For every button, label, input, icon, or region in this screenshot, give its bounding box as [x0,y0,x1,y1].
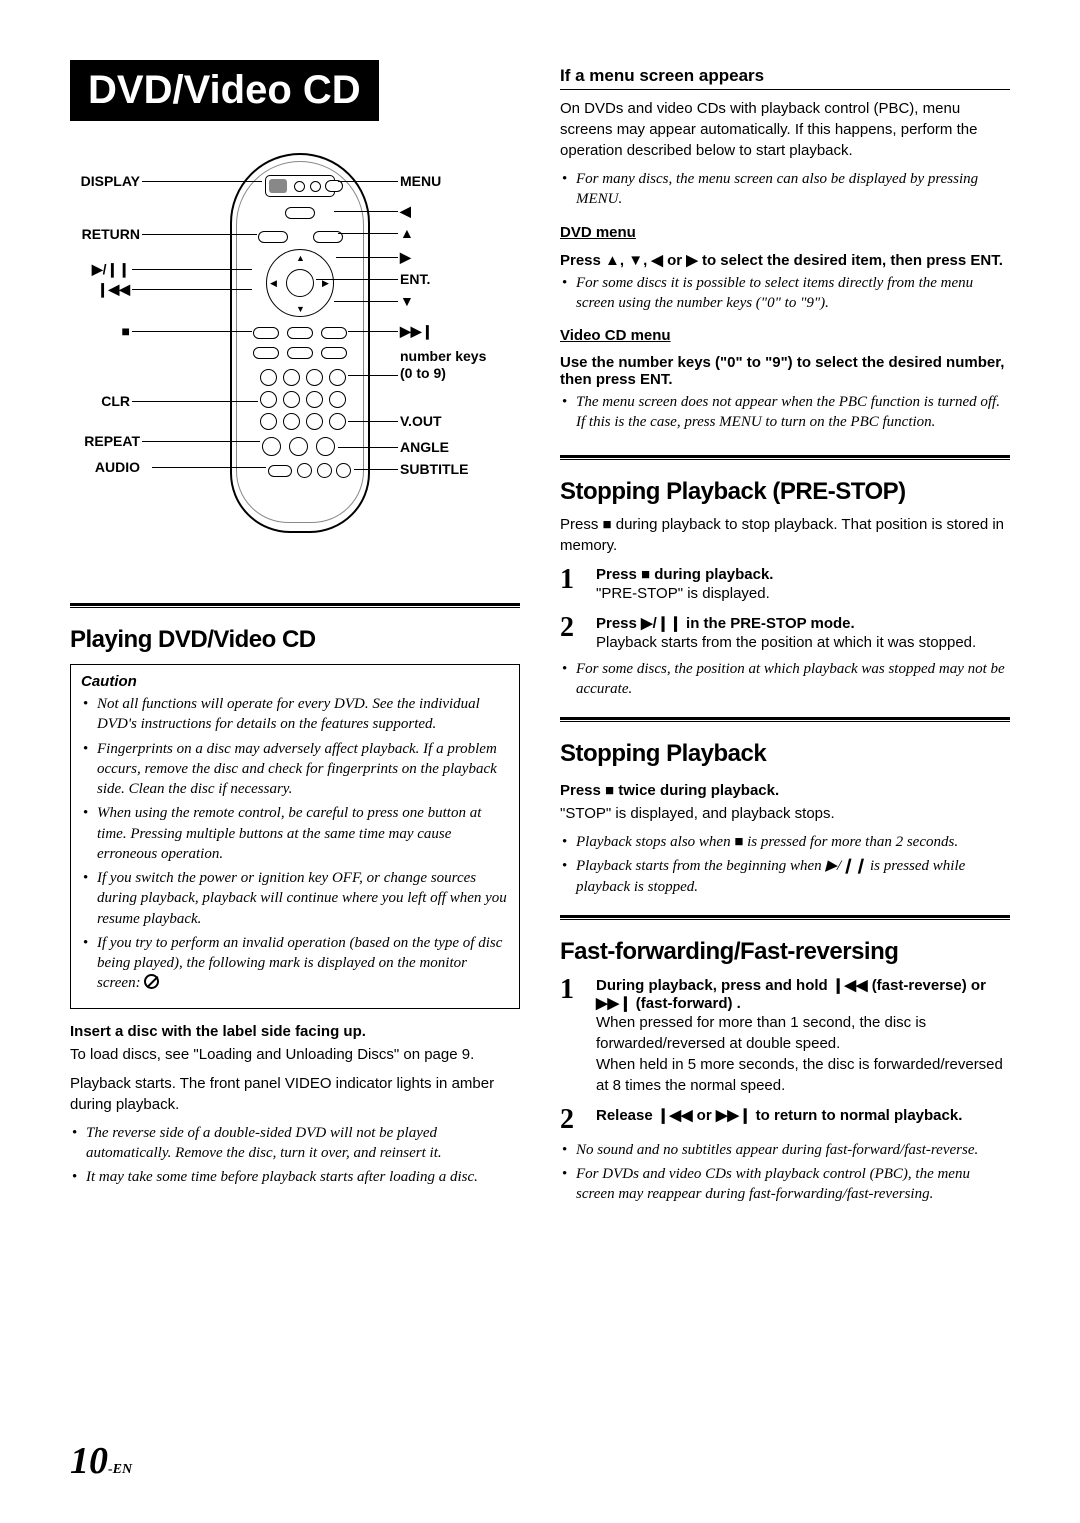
prestop-body: Press ■ during playback to stop playback… [560,514,1010,556]
caution-item: If you switch the power or ignition key … [81,868,509,929]
remote-label-up-icon: ▲ [400,225,414,241]
stop-instruction: Press ■ twice during playback. [560,782,1010,799]
remote-label-repeat: REPEAT [70,433,140,449]
load-note: To load discs, see "Loading and Unloadin… [70,1044,520,1065]
dvd-menu-heading: DVD menu [560,224,1010,241]
remote-label-subtitle: SUBTITLE [400,461,468,477]
prestop-step-2: 2 Press ▶/❙❙ in the PRE-STOP mode. Playb… [560,614,1010,653]
ff-step-1: 1 During playback, press and hold ❙◀◀ (f… [560,976,1010,1096]
caution-title: Caution [81,673,509,690]
caution-box: Caution Not all functions will operate f… [70,664,520,1009]
section-playing: Playing DVD/Video CD [70,626,520,654]
remote-label-clr: CLR [70,393,130,409]
vcd-menu-heading: Video CD menu [560,327,1010,344]
caution-item: Fingerprints on a disc may adversely aff… [81,739,509,800]
remote-label-stop-icon: ■ [70,323,130,339]
menu-screen-heading: If a menu screen appears [560,66,1010,90]
ff-note: For DVDs and video CDs with playback con… [560,1164,1010,1205]
remote-label-left-icon: ◀ [400,203,411,220]
caution-item: Not all functions will operate for every… [81,694,509,735]
remote-label-display: DISPLAY [70,173,140,189]
vcd-menu-instruction: Use the number keys ("0" to "9") to sele… [560,354,1010,388]
stop-body: "STOP" is displayed, and playback stops. [560,803,1010,824]
stop-note: Playback stops also when ■ is pressed fo… [560,832,1010,852]
stop-note: Playback starts from the beginning when … [560,856,1010,897]
section-stop: Stopping Playback [560,740,1010,768]
caution-item: When using the remote control, be carefu… [81,803,509,864]
vcd-menu-note: The menu screen does not appear when the… [560,392,1010,433]
remote-label-angle: ANGLE [400,439,449,455]
playback-note: Playback starts. The front panel VIDEO i… [70,1073,520,1115]
remote-label-prev-icon: ❙◀◀ [70,281,130,298]
ff-step-2: 2 Release ❙◀◀ or ▶▶❙ to return to normal… [560,1106,1010,1134]
dvd-menu-instruction: Press ▲, ▼, ◀ or ▶ to select the desired… [560,251,1010,269]
remote-label-ent: ENT. [400,271,430,287]
menu-screen-body: On DVDs and video CDs with playback cont… [560,98,1010,161]
playback-note-item: The reverse side of a double-sided DVD w… [70,1123,520,1164]
remote-label-playpause-icon: ▶/❙❙ [70,261,130,278]
prestop-note: For some discs, the position at which pl… [560,659,1010,700]
page-number: 10-EN [70,1439,132,1483]
remote-label-next-icon: ▶▶❙ [400,323,433,340]
prohibit-icon [144,974,159,989]
remote-label-number-keys: number keys (0 to 9) [400,348,490,382]
remote-diagram: ▲ ▼ ◀ ▶ [70,153,520,573]
remote-label-down-icon: ▼ [400,293,414,309]
remote-label-menu: MENU [400,173,441,189]
remote-label-vout: V.OUT [400,413,442,429]
insert-instruction: Insert a disc with the label side facing… [70,1023,520,1040]
section-prestop: Stopping Playback (PRE-STOP) [560,478,1010,506]
ff-note: No sound and no subtitles appear during … [560,1140,1010,1160]
dvd-menu-note: For some discs it is possible to select … [560,273,1010,314]
section-ff: Fast-forwarding/Fast-reversing [560,938,1010,966]
playback-note-item: It may take some time before playback st… [70,1167,520,1187]
remote-label-audio: AUDIO [70,459,140,475]
page-title-banner: DVD/Video CD [70,60,379,121]
menu-screen-note: For many discs, the menu screen can also… [560,169,1010,210]
remote-label-right-icon: ▶ [400,249,411,266]
remote-label-return: RETURN [70,226,140,242]
caution-item: If you try to perform an invalid operati… [81,933,509,994]
prestop-step-1: 1 Press ■ during playback. "PRE-STOP" is… [560,566,1010,604]
